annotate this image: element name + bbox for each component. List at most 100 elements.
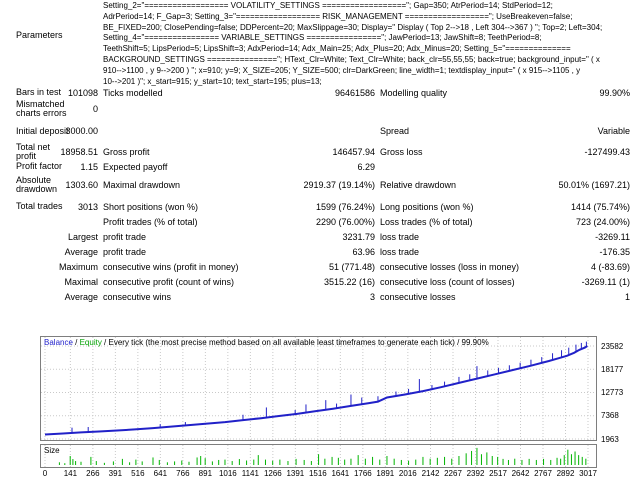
row-label: Mismatched charts errors [16,99,67,118]
equity-legend-label: Equity [79,338,102,347]
x-axis-label: 2642 [511,469,530,478]
parameters-line: AdrPeriod=14; F_Gap=3; Setting_3="======… [103,11,573,21]
x-axis-label: 1891 [376,469,395,478]
row-value: 1414 (75.74%) [570,201,630,212]
row-value: 1 [624,291,630,302]
row-value: 101098 [67,87,98,98]
balance-chart-svg [41,337,596,440]
row-label: loss trade [380,231,420,242]
table-row: Total net profit 18958.51 Gross profit 1464… [16,143,630,161]
chart-legend: Balance / Equity / Every tick (the most … [44,338,489,347]
x-axis-labels: 0 141 266 391 516 641 766 891 1016 1141 1266 1391 15… [40,469,597,479]
x-axis-label: 1266 [263,469,282,478]
row-value: 3 [369,291,375,302]
parameters-line: 10-->201 )"; x_start=915; y_start=10; te… [103,76,322,86]
row-label: profit trade [103,231,147,242]
row-value: -3269.11 [595,231,630,242]
x-axis-label: 2392 [466,469,485,478]
row-label: consecutive profit (count of wins) [103,276,235,287]
row-value: 3000.00 [65,126,98,136]
row-value: 1.15 [80,161,98,172]
row-label: profit trade [103,246,147,257]
row-label: consecutive loss (count of losses) [380,276,515,287]
row-label: Spread [380,126,410,136]
parameters-text: Setting_2="================== VOLATILITY… [103,1,602,87]
parameters-line: Setting_2="================== VOLATILITY… [103,1,553,10]
x-axis-label: 1641 [331,469,350,478]
parameters-label: Parameters [16,30,63,40]
row-label: Bars in test [16,87,62,97]
x-axis-label: 1016 [218,469,237,478]
row-label: Expected payoff [103,161,168,172]
row-value: 3013 [77,201,98,212]
row-label: Absolute drawdown [16,175,58,194]
row-label: Gross loss [380,147,423,157]
balance-chart-panel: Balance / Equity / Every tick (the most … [40,336,597,441]
row-value: 51 (771.48) [328,261,375,272]
row-label: Total trades [16,201,63,211]
table-row: Total trades 3013 Short positions (won %) 1… [16,201,630,212]
row-value: 2290 (76.00%) [315,216,375,227]
y-axis-label: 12773 [601,387,624,397]
row-value: 3231.79 [342,231,375,242]
row-value: 146457.94 [332,147,375,157]
row-value: 4 (-83.69) [590,261,630,272]
row-value: Maximum [58,261,98,272]
table-row: Absolute drawdown 1303.60 Maximal drawdown… [16,176,630,194]
row-label: Initial deposit [16,125,69,136]
row-label: consecutive wins [103,291,172,302]
table-row: Initial deposit 3000.00 Spread Variable [16,122,630,140]
table-row: Average profit trade 63.96 loss trade -176.3… [16,246,630,257]
row-label: Gross profit [103,147,150,157]
row-value: 723 (24.00%) [575,216,630,227]
balance-legend-label: Balance [44,338,73,347]
row-label: Long positions (won %) [380,201,474,212]
row-label: Profit factor [16,161,63,171]
stats-table: Bars in test 101098 Ticks modelled 96461586… [16,87,630,306]
table-row: Mismatched charts errors 0 [16,100,630,118]
row-label: Ticks modelled [103,87,163,98]
x-axis-label: 2892 [556,469,575,478]
row-value: -176.35 [599,246,630,257]
row-value: 18958.51 [60,147,98,157]
table-row: Bars in test 101098 Ticks modelled 96461586… [16,87,630,98]
row-label: Maximal drawdown [103,180,181,190]
parameters-line: 910-->1100 , y 9-->200 ) "; x=910; y=9; … [103,65,581,75]
y-axis-label: 7368 [601,411,619,421]
x-axis-label: 891 [198,469,213,478]
row-value: 0 [92,104,98,114]
row-label: consecutive wins (profit in money) [103,261,239,272]
x-axis-label: 516 [131,469,145,478]
row-value: Average [64,291,98,302]
size-panel-label: Size [44,446,60,455]
y-axis-label: 1963 [601,434,619,444]
row-value: -127499.43 [584,147,630,157]
table-row: Profit factor 1.15 Expected payoff 6.29 [16,161,630,172]
legend-method-text: / Every tick (the most precise method ba… [101,338,489,347]
row-label: consecutive losses (loss in money) [380,261,520,272]
table-row: Maximum consecutive wins (profit in money… [16,261,630,272]
row-label: Total net profit [16,142,51,161]
x-axis-label: 2267 [444,469,462,478]
table-row: Largest profit trade 3231.79 loss trade -326… [16,231,630,242]
legend-separator: / [72,338,80,347]
parameters-line: Setting_4="================ VARIABLE_SET… [103,33,542,43]
table-row: Profit trades (% of total) 2290 (76.00%) L… [16,216,630,227]
row-label: Short positions (won %) [103,201,199,212]
row-label: Loss trades (% of total) [380,216,473,227]
x-axis-label: 1141 [241,469,259,478]
x-axis-label: 141 [63,469,78,478]
row-value: Average [64,246,98,257]
row-value: 3515.22 (16) [323,276,375,287]
parameters-line: BE_FIXED=200; ClosePending=false; DDPerc… [103,22,603,32]
size-chart-svg [44,445,589,467]
x-axis-label: 3017 [579,469,597,478]
row-value: 1303.60 [65,180,98,190]
row-value: 1599 (76.24%) [315,201,375,212]
x-axis-label: 1516 [308,469,327,478]
row-value: Maximal [64,276,98,287]
row-value: Largest [67,231,98,242]
row-value: 50.01% (1697.21) [558,180,630,190]
parameters-line: BACKGROUND_SETTINGS ==============="; HT… [103,54,600,64]
